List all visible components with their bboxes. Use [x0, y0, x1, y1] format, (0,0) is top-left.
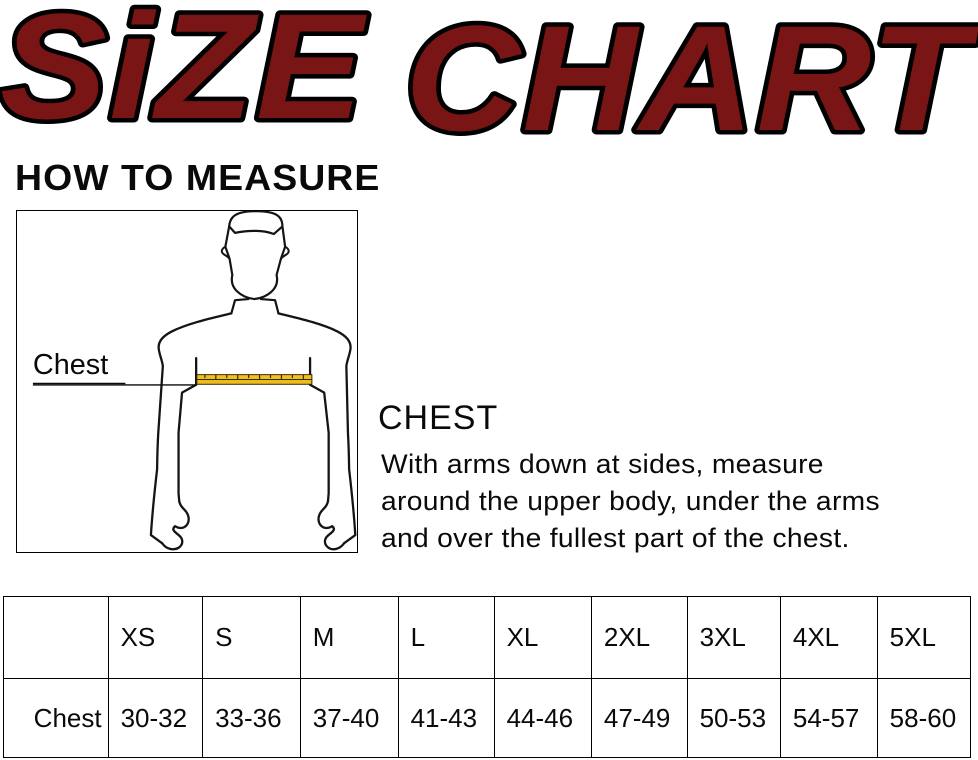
svg-text:CHART: CHART [405, 0, 978, 150]
svg-text:Chest: Chest [33, 349, 108, 381]
svg-text:SiZE: SiZE [0, 0, 367, 150]
